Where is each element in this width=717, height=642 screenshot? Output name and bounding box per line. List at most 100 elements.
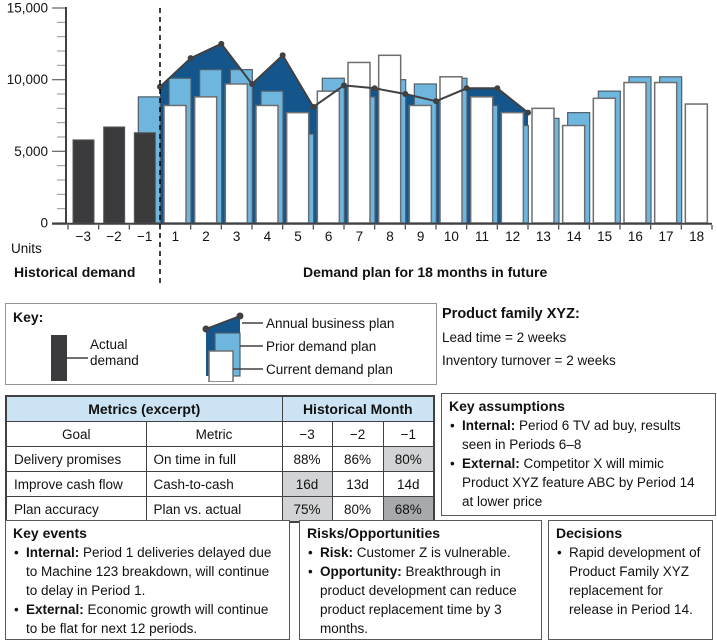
axis-tick-label: 14 bbox=[566, 229, 582, 244]
bar-current-plan-period-5 bbox=[285, 111, 310, 224]
axis-tick-label: 17 bbox=[658, 229, 673, 244]
annual-business-plan-dot-4 bbox=[279, 52, 286, 59]
key-assumptions-list: Internal: Period 6 TV ad buy, results se… bbox=[449, 416, 708, 511]
bullet-item: External: Economic growth will continue … bbox=[13, 600, 282, 638]
axis-tick-label: 6 bbox=[325, 229, 333, 244]
annual-business-plan-dot-3 bbox=[249, 80, 255, 87]
annual-business-plan-dot-9 bbox=[433, 98, 439, 105]
risks-opportunities-title: Risks/Opportunities bbox=[307, 525, 441, 541]
axis-tick-label: 15,000 bbox=[7, 1, 48, 16]
value-cell: 88% bbox=[281, 446, 333, 472]
bar-current-plan-period-9 bbox=[408, 104, 433, 224]
axis-tick-label: 13 bbox=[536, 229, 551, 244]
key-events-panel: Key events Internal: Period 1 deliveries… bbox=[5, 520, 290, 640]
metric-cell: Cash-to-cash bbox=[145, 471, 283, 497]
key-assumptions-title: Key assumptions bbox=[449, 398, 565, 414]
demand-plan-label: Demand plan for 18 months in future bbox=[303, 264, 548, 280]
axis-tick-label: 0 bbox=[40, 216, 48, 231]
metric-cell: Plan vs. actual bbox=[145, 496, 283, 523]
column-header-1: Metric bbox=[145, 421, 283, 447]
axis-tick-label: 7 bbox=[356, 229, 364, 244]
metrics-row-0: Delivery promises On time in full 88% 86% 80… bbox=[5, 446, 435, 472]
column-header-2: −3 bbox=[281, 421, 333, 447]
legend-label-current-demand-plan: Current demand plan bbox=[266, 362, 393, 377]
historical-demand-label: Historical demand bbox=[14, 264, 136, 280]
legend-label-prior-demand-plan: Prior demand plan bbox=[266, 339, 377, 354]
value-cell: 16d bbox=[281, 471, 333, 497]
axis-tick-label: 2 bbox=[202, 229, 210, 244]
bar-current-plan-period-15 bbox=[592, 97, 617, 224]
bar-current-plan-period-6 bbox=[316, 90, 341, 224]
value-cell: 86% bbox=[331, 446, 384, 472]
value-cell: 80% bbox=[331, 496, 384, 523]
axis-tick-label: 5,000 bbox=[14, 144, 48, 159]
axis-tick-label: 9 bbox=[417, 229, 425, 244]
goal-cell: Improve cash flow bbox=[5, 471, 147, 497]
annual-business-plan-dot-7 bbox=[371, 85, 378, 92]
annual-business-plan-dot-6 bbox=[341, 82, 347, 89]
axis-tick-label: 8 bbox=[386, 229, 394, 244]
legend-box: Key: Actual demand Annual business plan bbox=[5, 303, 437, 385]
bar-current-plan-period-8 bbox=[377, 54, 402, 224]
value-cell: 13d bbox=[331, 471, 384, 497]
value-cell: 14d bbox=[382, 471, 435, 497]
axis-tick-label: 12 bbox=[505, 229, 520, 244]
bar-current-plan-period-18 bbox=[684, 103, 709, 224]
metrics-table-wrap: Metrics (excerpt) Historical Month Goal Met… bbox=[5, 395, 436, 523]
legend-swatches bbox=[51, 312, 263, 382]
axis-tick-label: 10,000 bbox=[7, 72, 48, 87]
bullet-item: External: Competitor X will mimic Produc… bbox=[449, 454, 708, 511]
metrics-row-1: Improve cash flow Cash-to-cash 16d 13d 14d bbox=[5, 471, 435, 497]
axis-tick-label: 10 bbox=[444, 229, 459, 244]
bar-current-plan-period-13 bbox=[531, 107, 555, 224]
decisions-panel: Decisions Rapid development of Product F… bbox=[548, 520, 713, 640]
axis-tick-label: −1 bbox=[137, 229, 152, 244]
bullet-item: Rapid development of Product Family XYZ … bbox=[556, 543, 705, 619]
axis-tick-label: 5 bbox=[294, 229, 302, 244]
plan-swatch-icon bbox=[202, 312, 263, 382]
annual-business-plan-dot-2 bbox=[218, 40, 225, 47]
axis-tick-label: 3 bbox=[233, 229, 241, 244]
product-family-info: Product family XYZ: Lead time = 2 weeks … bbox=[442, 306, 712, 376]
bar-current-plan-period-17 bbox=[653, 81, 678, 224]
risks-opportunities-list: Risk: Customer Z is vulnerable.Opportuni… bbox=[307, 543, 534, 638]
risks-opportunities-panel: Risks/Opportunities Risk: Customer Z is … bbox=[299, 520, 542, 640]
inventory-turnover-line: Inventory turnover = 2 weeks bbox=[442, 353, 616, 368]
bullet-item: Risk: Customer Z is vulnerable. bbox=[307, 543, 534, 562]
bar-actual-period-−3 bbox=[72, 139, 95, 224]
bar-current-plan-period-2 bbox=[193, 96, 218, 224]
product-family-title: Product family XYZ: bbox=[442, 306, 580, 322]
axis-tick-label: 1 bbox=[172, 229, 180, 244]
annual-business-plan-dot-1 bbox=[187, 55, 194, 62]
bar-current-plan-period-1 bbox=[163, 104, 187, 224]
legend-label-actual-demand: Actual demand bbox=[90, 337, 139, 368]
key-events-list: Internal: Period 1 deliveries delayed du… bbox=[13, 543, 282, 638]
axis-tick-label: −2 bbox=[106, 229, 121, 244]
bar-current-plan-period-14 bbox=[561, 124, 586, 224]
bar-current-plan-period-12 bbox=[500, 111, 525, 224]
key-assumptions-panel: Key assumptions Internal: Period 6 TV ad… bbox=[441, 393, 716, 516]
decisions-list: Rapid development of Product Family XYZ … bbox=[556, 543, 705, 619]
legend-title: Key: bbox=[13, 309, 44, 325]
metrics-row-2: Plan accuracy Plan vs. actual 75% 80% 68% bbox=[5, 496, 435, 523]
axis-tick-label: 16 bbox=[628, 229, 643, 244]
bullet-item: Internal: Period 6 TV ad buy, results se… bbox=[449, 416, 708, 454]
y-axis-units-label: Units bbox=[11, 241, 42, 256]
annual-business-plan-dot-0 bbox=[157, 83, 163, 90]
bullet-item: Opportunity: Breakthrough in product dev… bbox=[307, 562, 534, 638]
key-events-title: Key events bbox=[13, 525, 87, 541]
annual-business-plan-dot-5 bbox=[310, 103, 317, 110]
annual-business-plan-dot-11 bbox=[494, 85, 501, 92]
annual-business-plan-dot-8 bbox=[402, 91, 409, 97]
annual-business-plan-dot-10 bbox=[463, 85, 470, 92]
goal-cell: Delivery promises bbox=[5, 446, 147, 472]
legend-label-annual-business-plan: Annual business plan bbox=[266, 316, 395, 331]
value-cell: 75% bbox=[281, 496, 333, 523]
bar-current-plan-period-11 bbox=[469, 96, 494, 224]
bar-current-plan-period-4 bbox=[255, 104, 279, 224]
metrics-header-group: Metrics (excerpt) bbox=[5, 395, 283, 422]
column-header-4: −1 bbox=[382, 421, 435, 447]
bar-current-plan-period-3 bbox=[224, 83, 249, 224]
